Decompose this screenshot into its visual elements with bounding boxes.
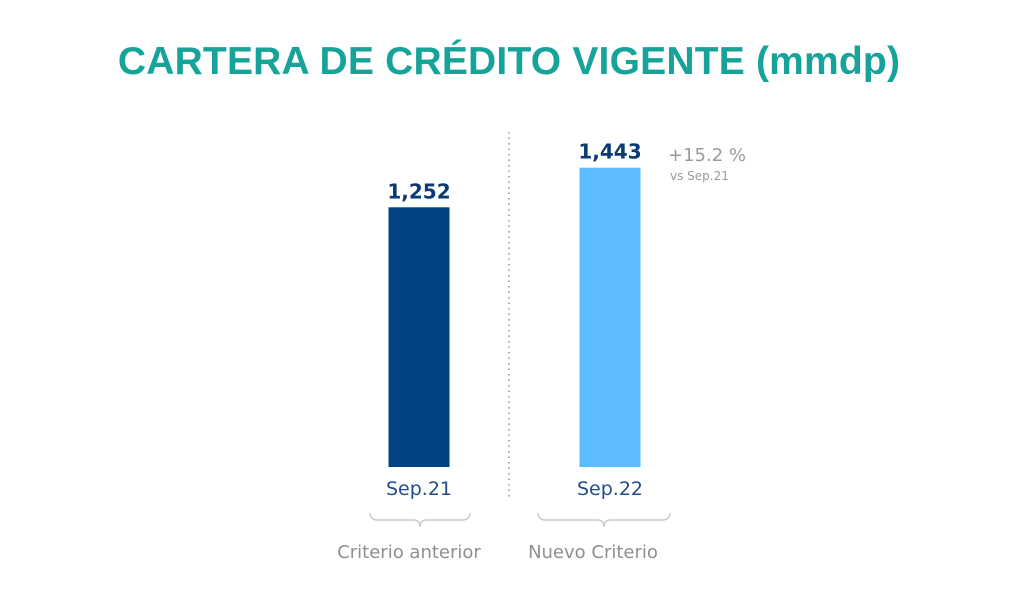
bar-sep-22 <box>579 167 641 468</box>
category-label-sep-22: Sep.22 <box>577 478 643 500</box>
value-label-sep-22: 1,443 <box>578 140 641 164</box>
growth-annotation: +15.2 % <box>668 145 746 166</box>
group-label-criterio-anterior: Criterio anterior <box>337 542 481 563</box>
group-bracket-criterio-anterior <box>369 512 471 528</box>
bars-layer: 1,252 Sep.21 1,443 Sep.22 <box>386 140 643 500</box>
chart-title: CARTERA DE CRÉDITO VIGENTE (mmdp) <box>117 40 901 83</box>
group-bracket-nuevo-criterio <box>537 512 671 528</box>
growth-basis-label: vs Sep.21 <box>670 169 729 183</box>
value-label-sep-21: 1,252 <box>387 179 450 203</box>
category-label-sep-21: Sep.21 <box>386 478 452 500</box>
group-label-nuevo-criterio: Nuevo Criterio <box>528 542 658 563</box>
bar-sep-21 <box>388 207 450 467</box>
